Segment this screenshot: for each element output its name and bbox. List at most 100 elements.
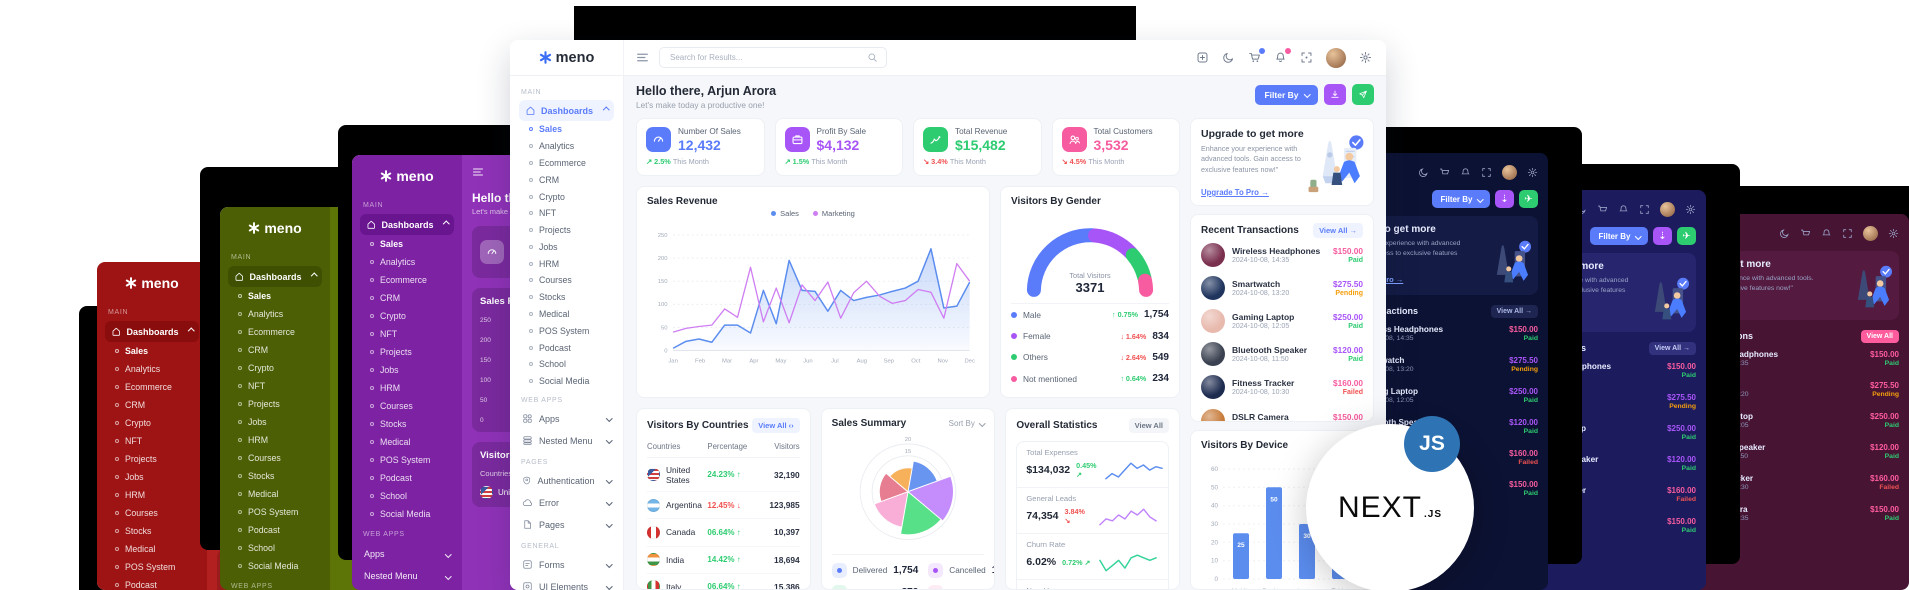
upgrade-to-pro-link[interactable]: Upgrade To Pro → <box>1201 188 1269 197</box>
dark-mode-moon-icon[interactable] <box>1222 51 1235 64</box>
sidebar-item-projects[interactable]: Projects <box>360 343 454 361</box>
sidebar-item-pos-system[interactable]: POS System <box>519 322 614 339</box>
sidebar-group-error[interactable]: Error <box>519 492 614 514</box>
sidebar-item-crypto[interactable]: Crypto <box>228 359 322 377</box>
sidebar-item-sales[interactable]: Sales <box>105 342 199 360</box>
sidebar-item-hrm[interactable]: HRM <box>519 255 614 272</box>
sidebar-item-stocks[interactable]: Stocks <box>105 522 199 540</box>
sidebar-item-medical[interactable]: Medical <box>360 433 454 451</box>
sidebar-item-crm[interactable]: CRM <box>105 396 199 414</box>
sidebar-item-pos-system[interactable]: POS System <box>105 558 199 576</box>
sidebar-item-hrm[interactable]: HRM <box>105 486 199 504</box>
sidebar-item-nft[interactable]: NFT <box>228 377 322 395</box>
sidebar-item-medical[interactable]: Medical <box>105 540 199 558</box>
sidebar-item-analytics[interactable]: Analytics <box>228 305 322 323</box>
sidebar-item-crm[interactable]: CRM <box>519 171 614 188</box>
sidebar-item-analytics[interactable]: Analytics <box>519 138 614 155</box>
fullscreen-icon[interactable] <box>1300 51 1313 64</box>
filter-by-button[interactable]: Filter By <box>1255 84 1318 105</box>
sidebar-item-crypto[interactable]: Crypto <box>360 307 454 325</box>
sidebar-item-school[interactable]: School <box>360 487 454 505</box>
sidebar-item-courses[interactable]: Courses <box>360 397 454 415</box>
sidebar-item-jobs[interactable]: Jobs <box>105 468 199 486</box>
sidebar-item-crm[interactable]: CRM <box>228 341 322 359</box>
transactions-view-all-button[interactable]: View All → <box>1490 304 1538 318</box>
sidebar-item-crypto[interactable]: Crypto <box>519 188 614 205</box>
sidebar-item-pos-system[interactable]: POS System <box>228 503 322 521</box>
download-button[interactable]: ⇣ <box>1495 190 1514 208</box>
sidebar-item-stocks[interactable]: Stocks <box>519 289 614 306</box>
sidebar-item-stocks[interactable]: Stocks <box>228 467 322 485</box>
sidebar-item-crm[interactable]: CRM <box>360 289 454 307</box>
sidebar-item-courses[interactable]: Courses <box>105 504 199 522</box>
sidebar-item-podcast[interactable]: Podcast <box>360 469 454 487</box>
overall-view-all-button[interactable]: View All <box>1128 418 1170 433</box>
user-avatar[interactable] <box>1660 201 1675 217</box>
share-button[interactable] <box>1352 84 1374 105</box>
sidebar-item-medical[interactable]: Medical <box>228 485 322 503</box>
legend-item-sales[interactable]: Sales <box>771 209 799 218</box>
filter-by-button[interactable]: Filter By <box>1432 190 1490 208</box>
countries-view-all-button[interactable]: View All ‹› <box>752 418 800 433</box>
app-logo[interactable]: meno <box>510 40 624 75</box>
sidebar-item-jobs[interactable]: Jobs <box>360 361 454 379</box>
sidebar-item-ecommerce[interactable]: Ecommerce <box>519 155 614 172</box>
search-input[interactable] <box>668 52 861 63</box>
sidebar-group-forms[interactable]: Forms <box>519 554 614 576</box>
download-button[interactable]: ⇣ <box>1653 227 1672 245</box>
sidebar-group-apps[interactable]: Apps <box>519 408 614 430</box>
sidebar-group-nested-menu[interactable]: Nested Menu <box>519 430 614 452</box>
sidebar-item-dashboards[interactable]: Dashboards <box>360 214 454 235</box>
sidebar-item-projects[interactable]: Projects <box>228 395 322 413</box>
sidebar-item-ecommerce[interactable]: Ecommerce <box>105 378 199 396</box>
sidebar-group-authentication[interactable]: Authentication <box>519 470 614 492</box>
sidebar-item-courses[interactable]: Courses <box>228 449 322 467</box>
transactions-view-all-button[interactable]: View All → <box>1648 341 1696 355</box>
user-avatar[interactable] <box>1502 164 1517 180</box>
widgets-icon[interactable] <box>1196 51 1209 64</box>
sidebar-item-sales[interactable]: Sales <box>228 287 322 305</box>
user-avatar[interactable] <box>1863 225 1878 241</box>
sidebar-group-ui-elements[interactable]: UI Elements <box>519 576 614 590</box>
share-button[interactable]: ✈ <box>1519 190 1538 208</box>
user-avatar[interactable] <box>1326 47 1346 68</box>
sidebar-item-ecommerce[interactable]: Ecommerce <box>228 323 322 341</box>
sidebar-item-dashboards[interactable]: Dashboards <box>105 321 199 342</box>
sidebar-item-analytics[interactable]: Analytics <box>360 253 454 271</box>
sidebar-item-dashboards[interactable]: Dashboards <box>519 100 614 121</box>
sidebar-item-jobs[interactable]: Jobs <box>519 238 614 255</box>
notifications-bell-icon[interactable] <box>1274 48 1291 64</box>
transactions-view-all-button[interactable]: View All → <box>1313 223 1363 238</box>
share-button[interactable]: ✈ <box>1677 227 1696 245</box>
sidebar-group-pages[interactable]: Pages <box>519 514 614 536</box>
sidebar-item-jobs[interactable]: Jobs <box>228 413 322 431</box>
legend-item-marketing[interactable]: Marketing <box>812 209 855 218</box>
sidebar-item-sales[interactable]: Sales <box>519 121 614 138</box>
sidebar-item-social-media[interactable]: Social Media <box>360 505 454 523</box>
sidebar-item-dashboards[interactable]: Dashboards <box>228 266 322 287</box>
search-icon[interactable] <box>867 52 878 63</box>
download-button[interactable] <box>1324 84 1346 105</box>
sidebar-item-ecommerce[interactable]: Ecommerce <box>360 271 454 289</box>
sidebar-item-stocks[interactable]: Stocks <box>360 415 454 433</box>
sidebar-item-pos-system[interactable]: POS System <box>360 451 454 469</box>
sidebar-item-courses[interactable]: Courses <box>519 272 614 289</box>
sidebar-item-podcast[interactable]: Podcast <box>105 576 199 590</box>
menu-toggle-icon[interactable] <box>636 51 649 64</box>
sidebar-item-nft[interactable]: NFT <box>105 432 199 450</box>
sidebar-group-apps[interactable]: Apps <box>360 543 454 565</box>
sidebar-item-social-media[interactable]: Social Media <box>228 557 322 575</box>
transactions-view-all-button[interactable]: View All <box>1860 329 1899 343</box>
sidebar-item-nft[interactable]: NFT <box>519 205 614 222</box>
settings-gear-icon[interactable] <box>1359 51 1372 64</box>
sidebar-item-analytics[interactable]: Analytics <box>105 360 199 378</box>
sidebar-item-school[interactable]: School <box>228 539 322 557</box>
sidebar-item-podcast[interactable]: Podcast <box>519 339 614 356</box>
sidebar-item-hrm[interactable]: HRM <box>360 379 454 397</box>
